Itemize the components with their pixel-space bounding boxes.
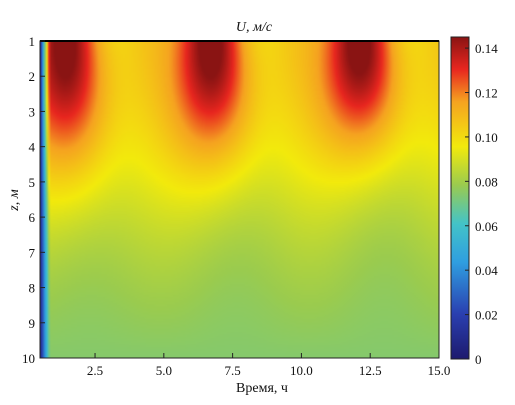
- y-tick-label: 3: [29, 104, 36, 119]
- colorbar-scale: [450, 36, 470, 360]
- y-tick-label: 2: [29, 69, 36, 84]
- colorbar: 0 0.02 0.04 0.06 0.08 0.10 0.12 0.14: [450, 36, 498, 367]
- x-tick-label: 15.0: [428, 363, 451, 378]
- x-axis: 2.5 5.0 7.5 10.0 12.5 15.0: [87, 353, 450, 378]
- y-tick-label: 7: [29, 245, 36, 260]
- colorbar-tick-label: 0.12: [475, 86, 498, 101]
- colorbar-tick-label: 0.04: [475, 263, 498, 278]
- y-axis-label: z, м: [7, 189, 22, 211]
- heatmap-image: [40, 41, 439, 358]
- plot-area: [39, 40, 440, 359]
- colorbar-tick-label: 0.10: [475, 130, 498, 145]
- x-tick-label: 5.0: [156, 363, 172, 378]
- y-tick-label: 4: [29, 140, 36, 155]
- y-tick-label: 8: [29, 281, 36, 296]
- x-tick-label: 12.5: [359, 363, 382, 378]
- x-axis-label: Время, ч: [236, 381, 288, 396]
- y-tick-label: 6: [29, 210, 36, 225]
- colorbar-tick-label: 0.06: [475, 219, 498, 234]
- y-tick-label: 9: [29, 316, 36, 331]
- y-tick-label: 10: [22, 351, 35, 366]
- y-tick-label: 1: [29, 34, 36, 49]
- colorbar-tick-label: 0.08: [475, 174, 498, 189]
- colorbar-tick-label: 0: [475, 352, 482, 367]
- y-tick-label: 5: [29, 175, 36, 190]
- chart-title: U, м/с: [236, 20, 273, 35]
- y-axis: 1 2 3 4 5 6 7 8 9 10: [22, 34, 45, 366]
- x-tick-label: 2.5: [87, 363, 103, 378]
- x-tick-label: 7.5: [224, 363, 240, 378]
- colorbar-ticks: 0 0.02 0.04 0.06 0.08 0.10 0.12 0.14: [465, 41, 498, 367]
- colorbar-tick-label: 0.14: [475, 41, 498, 56]
- colorbar-tick-label: 0.02: [475, 308, 498, 323]
- x-tick-label: 10.0: [290, 363, 313, 378]
